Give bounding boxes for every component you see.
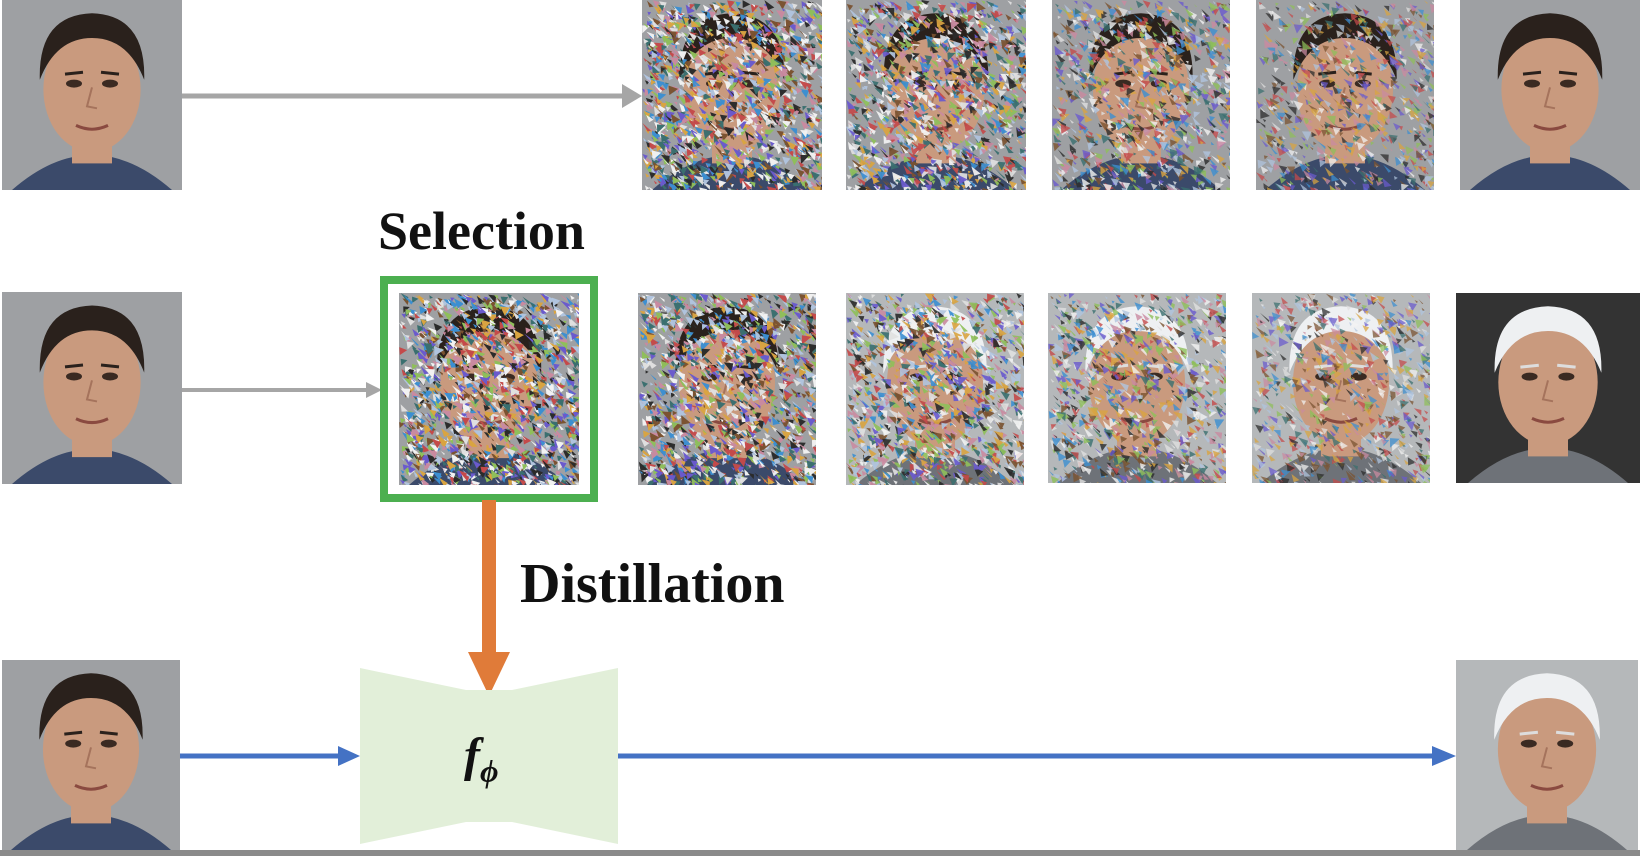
gray-arrow-row2 — [182, 380, 382, 405]
output-face-row1 — [1460, 0, 1640, 190]
model-symbol: fϕ — [464, 728, 499, 790]
gray-arrow-row1 — [182, 84, 642, 113]
distilled-model-fphi — [360, 668, 618, 849]
input-face-row2 — [2, 292, 182, 484]
input-face-row1 — [2, 0, 182, 190]
noisy-sample-row2-1 — [638, 293, 816, 485]
blue-arrow-input — [180, 744, 360, 773]
input-face-row3 — [2, 660, 180, 850]
noisy-sample-row1-3 — [1052, 0, 1230, 190]
bottom-border — [0, 850, 1640, 856]
noisy-sample-row2-4 — [1252, 293, 1430, 483]
noisy-sample-row1-4 — [1256, 0, 1434, 190]
noisy-sample-row1-2 — [846, 0, 1026, 190]
distillation-label: Distillation — [520, 553, 785, 615]
noisy-sample-row2-2 — [846, 293, 1024, 485]
model-symbol-subscript: ϕ — [479, 752, 499, 789]
output-white-hair-row2 — [1456, 293, 1640, 483]
selection-label: Selection — [378, 201, 585, 261]
selection-box — [380, 276, 598, 502]
model-symbol-base: f — [464, 729, 480, 782]
output-white-hair-row3 — [1456, 660, 1638, 850]
noisy-sample-row2-3 — [1048, 293, 1226, 483]
distillation-arrow — [466, 500, 512, 701]
noisy-sample-row1-1 — [642, 0, 822, 190]
selected-noisy-sample — [399, 293, 579, 485]
blue-arrow-output — [618, 744, 1456, 773]
